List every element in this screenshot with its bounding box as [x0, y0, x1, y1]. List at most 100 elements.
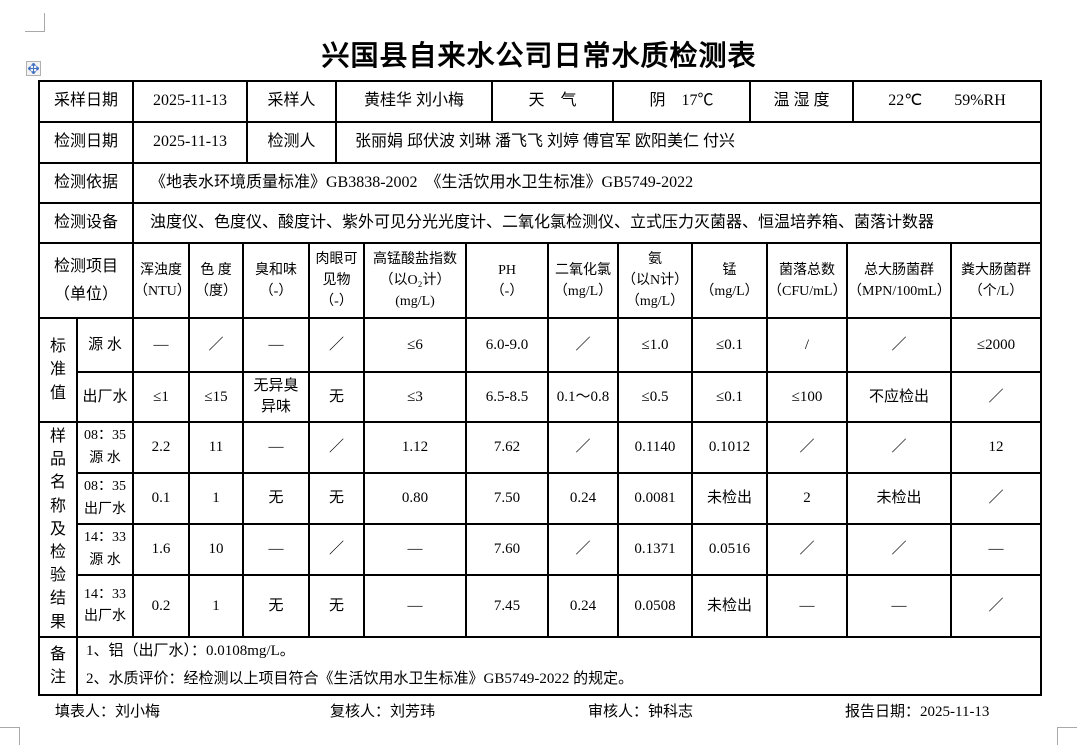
value-test-date: 2025-11-13 [132, 121, 248, 164]
cell: 无 [308, 472, 366, 526]
cell: ／ [846, 317, 953, 373]
remarks-content: 1、铝（出厂水）：0.0108mg/L。 2、水质评价：经检测以上项目符合《生活… [75, 635, 1043, 696]
cell: ≤3 [363, 371, 468, 423]
cell: — [846, 574, 953, 638]
cell: 无 [308, 574, 366, 638]
sample-row-0835-source: 样 品 名 称 及 检 验 结 果 08：35 源 水 2.2 11 — ／ 1… [38, 420, 1043, 638]
value-sampler: 黄桂华 刘小梅 [335, 80, 493, 123]
label-temp-humidity: 温 湿 度 [749, 80, 854, 123]
header-color: 色 度 （度） [188, 242, 245, 319]
cell: 2.2 [132, 420, 191, 475]
cell: ≤15 [188, 371, 245, 423]
cell: ／ [950, 371, 1043, 423]
margin-crop-mark-bottom-right [1057, 727, 1077, 745]
header-permanganate-index: 高锰酸盐指数 （以O₂计） (mg/L) [363, 242, 468, 319]
header-visible-matter: 肉眼可 见物 （-） [308, 242, 366, 319]
cell: ≤0.1 [691, 371, 769, 423]
cell: 2 [766, 472, 849, 526]
cell: ／ [766, 523, 849, 577]
row-label: 08：35 出厂水 [75, 472, 135, 526]
row-label: 14：33 源 水 [75, 523, 135, 577]
results-table: 检测项目 （单位） 浑浊度 （NTU） 色 度 （度） 臭和味 （-） 肉眼可 … [37, 242, 1043, 696]
cell: 0.1012 [691, 420, 769, 475]
cell: 0.0516 [691, 523, 769, 577]
cell: ／ [308, 420, 366, 475]
cell: — [950, 523, 1043, 577]
form-auditor: 审核人：钟科志 [588, 704, 694, 720]
cell: 0.2 [132, 574, 191, 638]
header-colony-count: 菌落总数 （CFU/mL） [766, 242, 849, 319]
table-move-handle-icon[interactable] [26, 61, 41, 76]
cell: — [242, 523, 311, 577]
header-ph: PH （-） [465, 242, 550, 319]
cell: ≤1.0 [617, 317, 694, 373]
header-project-unit: 检测项目 （单位） [37, 242, 135, 319]
label-standard-value: 标 准 值 [38, 317, 78, 423]
cell: 6.0-9.0 [465, 317, 550, 373]
cell: ／ [766, 420, 849, 475]
report-date: 报告日期：2025-11-13 [845, 704, 990, 720]
standard-row-source: 标 准 值 源 水 — ／ — ／ ≤6 6.0-9.0 ／ ≤1.0 ≤0.1… [38, 317, 1043, 423]
row-basis: 检测依据 《地表水环境质量标准》GB3838-2002 《生活饮用水卫生标准》G… [38, 162, 1042, 204]
cell: 0.1371 [617, 523, 694, 577]
cell: 11 [188, 420, 245, 475]
cell: 无 [242, 574, 311, 638]
cell: ≤1 [132, 371, 191, 423]
header-fecal-coliform: 粪大肠菌群 （个/L） [950, 242, 1043, 319]
cell: 无 [242, 472, 311, 526]
cell: ／ [950, 574, 1043, 638]
label-sample-results: 样 品 名 称 及 检 验 结 果 [38, 421, 78, 638]
row-equipment: 检测设备 浊度仪、色度仪、酸度计、紫外可见分光光度计、二氧化氯检测仪、立式压力灭… [38, 202, 1042, 244]
label-weather: 天 气 [491, 80, 614, 123]
cell: ≤2000 [950, 317, 1043, 373]
header-row: 检测项目 （单位） 浑浊度 （NTU） 色 度 （度） 臭和味 （-） 肉眼可 … [37, 242, 1043, 319]
cell: 7.50 [465, 472, 550, 526]
cell: 1 [188, 574, 245, 638]
value-sampling-date: 2025-11-13 [132, 80, 248, 123]
header-turbidity: 浑浊度 （NTU） [132, 242, 191, 319]
cell: 0.24 [547, 472, 620, 526]
cell: 1.6 [132, 523, 191, 577]
cell: 0.1140 [617, 420, 694, 475]
cell: ／ [846, 523, 953, 577]
cell: 0.0508 [617, 574, 694, 638]
cell: ≤100 [766, 371, 849, 423]
cell: ／ [846, 420, 953, 475]
cell: 1.12 [363, 420, 468, 475]
cell: ／ [308, 523, 366, 577]
cell: 0.80 [363, 472, 468, 526]
row-label: 源 水 [75, 317, 135, 373]
cell: 未检出 [846, 472, 953, 526]
sample-row-0835-outlet: 08：35 出厂水 0.1 1 无 无 0.80 7.50 0.24 0.008… [39, 472, 1043, 526]
cell: 未检出 [691, 472, 769, 526]
cell: 10 [188, 523, 245, 577]
row-label: 14：33 出厂水 [75, 574, 135, 638]
cell: ≤6 [363, 317, 468, 373]
cell: ／ [188, 317, 245, 373]
cell: 0.24 [547, 574, 620, 638]
cell: — [766, 574, 849, 638]
cell: 未检出 [691, 574, 769, 638]
form-reviewer: 复核人：刘芳玮 [330, 704, 436, 720]
standard-row-outlet: 出厂水 ≤1 ≤15 无异臭 异味 无 ≤3 6.5-8.5 0.1～0.8 ≤… [39, 371, 1043, 423]
cell: — [363, 523, 468, 577]
value-test-equipment: 浊度仪、色度仪、酸度计、紫外可见分光光度计、二氧化氯检测仪、立式压力灭菌器、恒温… [132, 202, 1042, 244]
label-sampling-date: 采样日期 [38, 80, 134, 123]
label-sampler: 采样人 [246, 80, 337, 123]
cell: — [242, 420, 311, 475]
inspection-table: 采样日期 2025-11-13 采样人 黄桂华 刘小梅 天 气 阴 17℃ 温 … [37, 80, 1043, 696]
cell: 7.45 [465, 574, 550, 638]
header-total-coliform: 总大肠菌群 （MPN/100mL） [846, 242, 953, 319]
row-testing: 检测日期 2025-11-13 检测人 张丽娟 邱伏波 刘琳 潘飞飞 刘婷 傅官… [38, 121, 1042, 164]
cell: ／ [547, 523, 620, 577]
margin-crop-mark-bottom-left [0, 727, 20, 745]
cell: 1 [188, 472, 245, 526]
cell: / [766, 317, 849, 373]
cell: 0.1 [132, 472, 191, 526]
cell: ≤0.5 [617, 371, 694, 423]
cell: ／ [547, 317, 620, 373]
info-table-top: 采样日期 2025-11-13 采样人 黄桂华 刘小梅 天 气 阴 17℃ 温 … [38, 80, 1042, 164]
sample-row-1433-source: 14：33 源 水 1.6 10 — ／ — 7.60 ／ 0.1371 0.0… [39, 523, 1043, 577]
value-testers: 张丽娟 邱伏波 刘琳 潘飞飞 刘婷 傅官军 欧阳美仁 付兴 [335, 121, 1042, 164]
label-test-date: 检测日期 [38, 121, 134, 164]
